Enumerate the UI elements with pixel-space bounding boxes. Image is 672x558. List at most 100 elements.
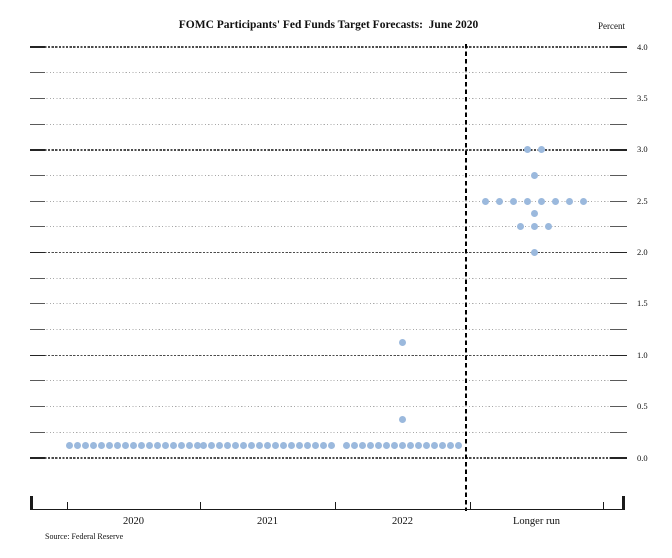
gridline-3.25 bbox=[30, 123, 627, 125]
forecast-dot bbox=[537, 197, 545, 205]
x-axis-label: 2020 bbox=[123, 516, 144, 527]
forecast-dot bbox=[523, 197, 531, 205]
forecast-dot bbox=[530, 210, 538, 218]
forecast-dot bbox=[383, 441, 390, 449]
forecast-dot bbox=[312, 441, 319, 449]
forecast-dot bbox=[194, 441, 201, 449]
forecast-dot bbox=[146, 441, 153, 449]
y-axis-label: 1.5 bbox=[637, 298, 648, 309]
forecast-dot bbox=[162, 441, 169, 449]
gridline-0.50 bbox=[30, 406, 627, 408]
forecast-dot bbox=[264, 441, 271, 449]
gridline-3.75 bbox=[30, 72, 627, 74]
forecast-dot bbox=[530, 171, 538, 179]
gridline-2.25 bbox=[30, 226, 627, 228]
forecast-dot bbox=[565, 197, 573, 205]
y-axis-unit-label: Percent bbox=[598, 21, 625, 31]
forecast-dot bbox=[391, 441, 398, 449]
gridline-3.00 bbox=[30, 149, 627, 151]
forecast-dot bbox=[509, 197, 517, 205]
forecast-dot bbox=[106, 441, 113, 449]
forecast-dot bbox=[178, 441, 185, 449]
gridline-1.50 bbox=[30, 303, 627, 305]
forecast-dot bbox=[399, 415, 406, 423]
forecast-dot bbox=[90, 441, 97, 449]
forecast-dot bbox=[98, 441, 105, 449]
y-axis-label: 2.5 bbox=[637, 195, 648, 206]
axis-tick bbox=[335, 501, 337, 510]
gridline-2.00 bbox=[30, 251, 627, 254]
forecast-dot bbox=[82, 441, 89, 449]
axis-tick bbox=[200, 501, 202, 510]
forecast-dot bbox=[399, 441, 406, 449]
forecast-dot bbox=[208, 441, 215, 449]
forecast-dot bbox=[530, 249, 538, 256]
gridline-2.50 bbox=[30, 200, 627, 202]
gridline-2.75 bbox=[30, 174, 627, 176]
forecast-dot bbox=[544, 223, 552, 231]
forecast-dot bbox=[579, 197, 587, 205]
gridline-0.75 bbox=[30, 380, 627, 382]
forecast-dot bbox=[343, 441, 350, 449]
forecast-dot bbox=[537, 146, 545, 154]
forecast-dot bbox=[455, 441, 462, 449]
forecast-dot bbox=[495, 197, 503, 205]
forecast-dot bbox=[114, 441, 121, 449]
forecast-dot bbox=[530, 223, 538, 231]
longer-run-separator bbox=[464, 44, 468, 511]
forecast-dot bbox=[375, 441, 382, 449]
forecast-dot bbox=[248, 441, 255, 449]
forecast-dot bbox=[551, 197, 559, 205]
forecast-dot bbox=[439, 441, 446, 449]
forecast-dot bbox=[328, 441, 335, 449]
forecast-dot bbox=[523, 146, 531, 154]
axis-end-tick bbox=[622, 496, 625, 510]
x-axis-label: Longer run bbox=[513, 516, 560, 527]
forecast-dot bbox=[66, 441, 73, 449]
x-axis-label: 2022 bbox=[392, 516, 413, 527]
y-axis-label: 3.0 bbox=[637, 144, 648, 155]
gridline-1.75 bbox=[30, 277, 627, 279]
axis-end-tick bbox=[30, 496, 33, 510]
forecast-dot bbox=[320, 441, 327, 449]
source-note: Source: Federal Reserve bbox=[45, 532, 124, 541]
axis-tick bbox=[470, 501, 472, 510]
gridline-0.00 bbox=[30, 457, 627, 459]
forecast-dot bbox=[170, 441, 177, 449]
forecast-dot bbox=[138, 441, 145, 449]
gridline-4.00 bbox=[30, 46, 627, 48]
gridline-3.50 bbox=[30, 97, 627, 99]
forecast-dot bbox=[272, 441, 279, 449]
forecast-dot bbox=[407, 441, 414, 449]
gridline-0.25 bbox=[30, 431, 627, 433]
y-axis-label: 3.5 bbox=[637, 92, 648, 103]
forecast-dot bbox=[351, 441, 358, 449]
forecast-dot bbox=[280, 441, 287, 449]
forecast-dot bbox=[74, 441, 81, 449]
forecast-dot bbox=[399, 338, 406, 346]
gridline-1.25 bbox=[30, 329, 627, 331]
axis-tick bbox=[67, 501, 69, 510]
forecast-dot bbox=[130, 441, 137, 449]
forecast-dot bbox=[154, 441, 161, 449]
forecast-dot bbox=[481, 197, 489, 205]
forecast-dot bbox=[296, 441, 303, 449]
forecast-dot bbox=[423, 441, 430, 449]
y-axis-label: 4.0 bbox=[637, 41, 648, 52]
forecast-dot bbox=[288, 441, 295, 449]
y-axis-label: 2.0 bbox=[637, 247, 648, 257]
forecast-dot bbox=[216, 441, 223, 449]
forecast-dot bbox=[447, 441, 454, 449]
forecast-dot bbox=[232, 441, 239, 449]
y-axis-label: 1.0 bbox=[637, 349, 648, 360]
forecast-dot bbox=[516, 223, 524, 231]
gridline-1.00 bbox=[30, 354, 627, 356]
y-axis-label: 0.5 bbox=[637, 401, 648, 412]
forecast-dot bbox=[415, 441, 422, 449]
forecast-dot bbox=[367, 441, 374, 449]
forecast-dot bbox=[256, 441, 263, 449]
forecast-dot bbox=[359, 441, 366, 449]
forecast-dot bbox=[186, 441, 193, 449]
forecast-dot bbox=[122, 441, 129, 449]
